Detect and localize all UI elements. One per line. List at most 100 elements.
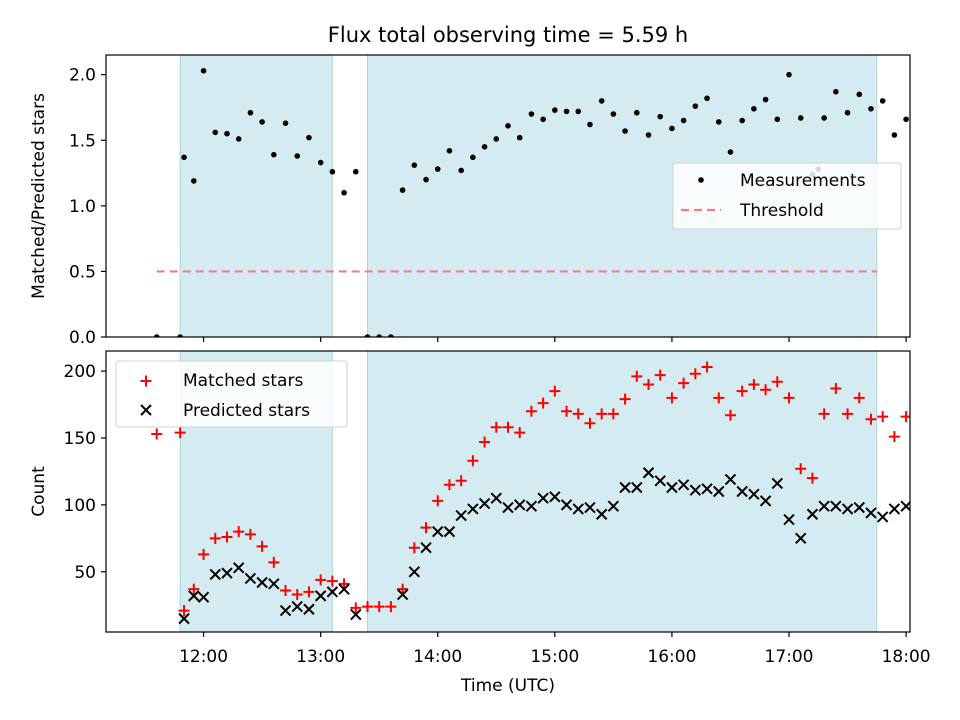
- measurement-point: [481, 144, 488, 150]
- matched-star-point: [361, 601, 373, 613]
- predicted-star-point: [818, 500, 830, 512]
- measurement-point: [563, 108, 570, 115]
- matched-star-point: [596, 408, 608, 420]
- measurement-point: [797, 115, 804, 121]
- matched-star-point: [455, 475, 467, 487]
- matched-star-point: [151, 428, 163, 440]
- matched-star-point: [537, 397, 549, 409]
- matched-star-point: [326, 575, 338, 587]
- measurement-point: [633, 109, 640, 116]
- measurement-point: [376, 334, 383, 337]
- matched-star-point: [502, 421, 514, 433]
- predicted-star-point: [338, 583, 350, 595]
- legend-marker-measurements: [698, 177, 704, 183]
- measurement-point: [458, 167, 464, 174]
- measurement-point: [903, 116, 909, 123]
- legend-label-matched: Matched stars: [183, 371, 303, 391]
- measurement-point: [434, 166, 441, 172]
- predicted-star-point: [232, 562, 245, 574]
- measurement-point: [552, 107, 558, 113]
- measurement-point: [294, 153, 301, 159]
- matched-star-point: [842, 408, 854, 420]
- measurement-point: [879, 98, 886, 104]
- measurement-point: [177, 334, 183, 337]
- matched-star-point: [479, 436, 491, 448]
- measurement-point: [329, 168, 336, 175]
- matched-star-point: [760, 384, 772, 396]
- measurement-point: [540, 116, 546, 123]
- measurement-point: [282, 120, 289, 127]
- predicted-star-point: [830, 500, 842, 512]
- predicted-star-point: [736, 485, 748, 498]
- x-axis-label: Time (UTC): [460, 676, 555, 696]
- measurement-point: [715, 119, 722, 125]
- measurement-point: [692, 103, 699, 109]
- predicted-star-point: [514, 499, 526, 511]
- predicted-star-point: [396, 588, 409, 601]
- predicted-star-point: [537, 492, 549, 504]
- predicted-star-point: [268, 578, 280, 590]
- matched-star-point: [619, 393, 631, 405]
- matched-star-point: [748, 378, 760, 390]
- predicted-star-point: [701, 483, 713, 495]
- measurement-point: [891, 132, 898, 138]
- predicted-star-point: [490, 492, 502, 504]
- predicted-star-point: [560, 499, 573, 511]
- axes-frame: [105, 350, 911, 633]
- matched-star-point: [490, 421, 502, 433]
- measurement-point: [739, 117, 745, 124]
- measurement-point: [181, 154, 187, 161]
- matched-star-point: [678, 377, 690, 389]
- y-tick-label: 0.5: [69, 262, 96, 282]
- predicted-star-point: [408, 566, 421, 578]
- predicted-star-point: [795, 532, 807, 545]
- measurement-point: [657, 113, 664, 120]
- matched-star-point: [408, 542, 420, 554]
- measurement-point: [200, 67, 207, 74]
- predicted-star-point: [759, 495, 772, 507]
- predicted-star-point: [677, 479, 690, 491]
- matched-star-point: [631, 370, 643, 382]
- measurement-point: [528, 111, 535, 117]
- measurement-point: [352, 168, 359, 175]
- matched-star-point: [209, 532, 221, 544]
- measurement-point: [610, 111, 617, 117]
- predicted-star-point: [178, 612, 190, 625]
- chart-title: Flux total observing time = 5.59 h: [328, 23, 688, 47]
- measurement-point: [493, 136, 500, 142]
- matched-star-point: [432, 495, 444, 507]
- matched-star-point: [689, 368, 701, 380]
- matched-star-point: [244, 528, 256, 540]
- measurement-point: [645, 132, 652, 138]
- predicted-star-point: [291, 600, 303, 613]
- matched-star-point: [397, 583, 409, 595]
- matched-star-point: [350, 602, 362, 614]
- measurement-point: [259, 119, 265, 125]
- legend-box: [115, 360, 348, 428]
- matched-star-point: [806, 472, 818, 484]
- y-tick-label: 200: [64, 362, 96, 382]
- matched-star-point: [549, 385, 561, 397]
- plot-area: [151, 351, 910, 632]
- predicted-star-point: [876, 511, 889, 523]
- predicted-star-point: [713, 485, 725, 498]
- predicted-star-point: [303, 603, 315, 615]
- matched-star-point: [514, 427, 526, 439]
- matched-star-point: [188, 583, 200, 595]
- y-tick-label: 2.0: [69, 66, 96, 86]
- predicted-star-point: [841, 503, 854, 515]
- legend-label-measurements: Measurements: [740, 171, 866, 191]
- matched-star-point: [877, 411, 889, 423]
- matched-star-point: [584, 417, 596, 429]
- x-tick-label: 17:00: [765, 647, 814, 667]
- predicted-star-point: [607, 500, 620, 512]
- matched-star-point: [178, 605, 190, 617]
- predicted-star-point: [467, 503, 479, 515]
- predicted-star-point: [642, 467, 655, 479]
- predicted-star-point: [221, 567, 233, 579]
- predicted-star-point: [525, 500, 538, 512]
- predicted-star-point: [350, 608, 362, 621]
- measurement-point: [423, 176, 429, 183]
- measurement-point: [399, 187, 406, 193]
- matched-star-point: [783, 392, 795, 404]
